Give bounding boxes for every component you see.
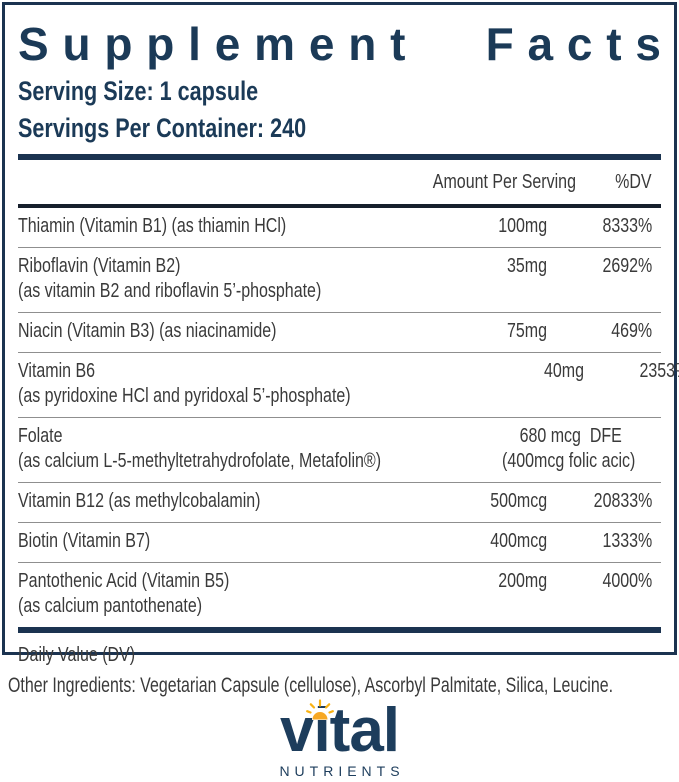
table-row-biotin: Biotin (Vitamin B7) 400mcg 1333% xyxy=(18,523,661,563)
panel-title: Supplement Facts xyxy=(18,17,661,71)
nutrient-name-sub: (as pyridoxine HCl and pyridoxal 5’-phos… xyxy=(18,385,351,407)
nutrient-name-sub: (as calcium pantothenate) xyxy=(18,595,203,617)
nutrient-dv: 20833% xyxy=(593,490,652,512)
title-word-facts: Facts xyxy=(485,18,675,70)
nutrient-amount-sub: (400mcg folic acic) xyxy=(501,450,636,472)
divider-thick-bottom xyxy=(18,627,661,633)
sun-icon xyxy=(306,699,334,720)
nutrient-amount: 40mg xyxy=(543,360,584,382)
facts-panel: Supplement Facts Serving Size: 1 capsule… xyxy=(2,2,679,666)
servings-per-container-line: Servings Per Container: 240 xyxy=(18,113,307,143)
table-row-folate: Folate (as calcium L-5-methyltetrahydrofo… xyxy=(18,418,661,483)
table-row-pantothenic-acid: Pantothenic Acid (Vitamin B5) (as calcium… xyxy=(18,563,661,627)
table-row-riboflavin: Riboflavin (Vitamin B2) (as vitamin B2 an… xyxy=(18,248,661,313)
nutrient-dv: 2692% xyxy=(602,255,653,277)
table-header-row: Amount Per Serving %DV xyxy=(18,160,661,204)
nutrient-name: Thiamin (Vitamin B1) (as thiamin HCl) xyxy=(18,215,287,237)
nutrient-name-sub: (as calcium L-5-methyltetrahydrofolate, … xyxy=(18,450,382,472)
brand-subtext: NUTRIENTS xyxy=(279,763,405,779)
title-word-supplement: Supplement xyxy=(18,18,420,70)
table-row-vitamin-b12: Vitamin B12 (as methylcobalamin) 500mcg … xyxy=(18,483,661,523)
divider-header xyxy=(18,204,661,208)
divider-thick-top xyxy=(18,154,661,160)
nutrient-dv: 1333% xyxy=(602,530,652,552)
other-ingredients-line: Other Ingredients: Vegetarian Capsule (c… xyxy=(8,674,614,697)
nutrient-amount: 35mg xyxy=(507,255,548,277)
nutrient-table: Thiamin (Vitamin B1) (as thiamin HCl) 10… xyxy=(18,208,679,627)
nutrient-name: Folate xyxy=(18,425,63,447)
nutrient-amount: 680 mcg DFE xyxy=(519,425,622,447)
table-row-thiamin: Thiamin (Vitamin B1) (as thiamin HCl) 10… xyxy=(18,208,661,248)
nutrient-amount: 75mg xyxy=(506,320,547,342)
nutrient-amount: 200mg xyxy=(498,570,547,592)
header-dv: %DV xyxy=(615,171,652,193)
nutrient-name: Vitamin B6 xyxy=(18,360,96,382)
table-row-niacin: Niacin (Vitamin B3) (as niacinamide) 75m… xyxy=(18,313,661,353)
daily-value-footnote: Daily Value (DV) xyxy=(18,644,136,666)
nutrient-name: Vitamin B12 (as methylcobalamin) xyxy=(18,490,261,512)
nutrient-amount: 500mcg xyxy=(490,490,547,512)
header-spacer xyxy=(18,170,397,195)
nutrient-dv: 8333% xyxy=(602,215,652,237)
nutrient-name-sub: (as vitamin B2 and riboflavin 5’-phospha… xyxy=(18,280,322,302)
nutrient-amount: 400mcg xyxy=(490,530,547,552)
nutrient-dv: 2353% xyxy=(638,360,679,382)
brand-wordmark: vital xyxy=(279,696,400,765)
nutrient-dv: 4000% xyxy=(602,570,652,592)
nutrient-dv: 469% xyxy=(611,320,652,342)
nutrient-name: Pantothenic Acid (Vitamin B5) xyxy=(18,570,230,592)
serving-size-line: Serving Size: 1 capsule xyxy=(18,76,259,106)
header-amount: Amount Per Serving xyxy=(432,171,576,193)
nutrient-name: Riboflavin (Vitamin B2) xyxy=(18,255,181,277)
nutrient-amount: 100mg xyxy=(498,215,547,237)
nutrient-name: Niacin (Vitamin B3) (as niacinamide) xyxy=(18,320,277,342)
table-row-vitamin-b6: Vitamin B6 (as pyridoxine HCl and pyridox… xyxy=(18,353,679,418)
brand-logo: vital NUTRIENTS xyxy=(0,696,679,779)
nutrient-name: Biotin (Vitamin B7) xyxy=(18,530,151,552)
